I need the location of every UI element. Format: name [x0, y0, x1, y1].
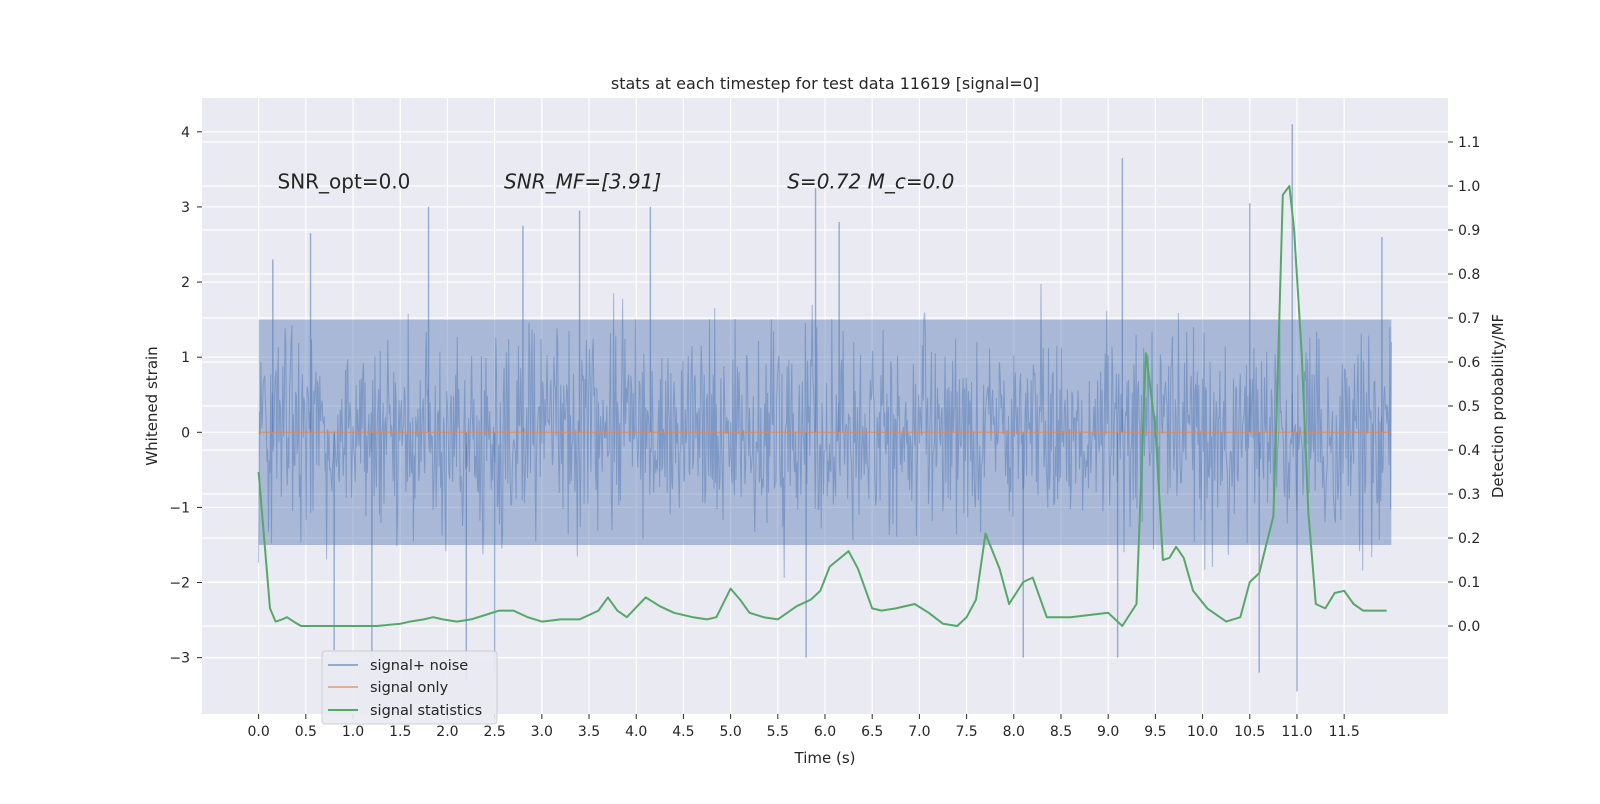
right-y-tick-label: 0.1 [1458, 575, 1480, 591]
left-y-tick-label: 1 [181, 350, 190, 366]
signal-plus-noise-line [258, 283, 1392, 579]
right-y-tick-label: 0.9 [1458, 223, 1480, 239]
x-tick-label: 9.0 [1097, 724, 1119, 740]
left-y-axis-ticks: −3 −2 −1 0 1 2 3 4 [169, 125, 202, 667]
left-y-axis-label: Whitened strain [143, 346, 161, 465]
left-y-tick-label: −1 [169, 500, 190, 516]
x-tick-label: 8.0 [1003, 724, 1025, 740]
right-y-tick-label: 0.8 [1458, 267, 1480, 283]
x-tick-label: 1.0 [342, 724, 364, 740]
x-tick-label: 10.0 [1187, 724, 1218, 740]
x-tick-label: 3.0 [531, 724, 553, 740]
right-y-tick-label: 0.0 [1458, 619, 1480, 635]
x-tick-label: 4.0 [625, 724, 647, 740]
x-tick-label: 8.5 [1050, 724, 1072, 740]
right-y-tick-label: 1.0 [1458, 179, 1480, 195]
left-y-tick-label: −2 [169, 576, 190, 592]
annotation-s-mc: S=0.72 M_c=0.0 [787, 170, 954, 194]
annotations: SNR_opt=0.0 SNR_MF=[3.91] S=0.72 M_c=0.0 [278, 170, 955, 194]
right-y-tick-label: 0.3 [1458, 487, 1480, 503]
signal-statistics-line [257, 185, 1387, 627]
legend-label-signal-plus-noise: signal+ noise [370, 658, 468, 674]
left-y-tick-label: 0 [181, 425, 190, 441]
left-y-tick-label: −3 [169, 651, 190, 667]
x-tick-label: 0.5 [295, 724, 317, 740]
x-tick-label: 6.0 [814, 724, 836, 740]
x-axis-ticks: 0.0 0.5 1.0 1.5 2.0 2.5 3.0 3.5 4.0 4.5 5.0 5.5 6.0 6… [248, 714, 1360, 740]
x-tick-label: 11.5 [1329, 724, 1360, 740]
x-tick-label: 1.5 [389, 724, 411, 740]
series-signal-statistics [257, 185, 1387, 627]
x-tick-label: 10.5 [1234, 724, 1265, 740]
legend: signal+ noise signal only signal statist… [321, 650, 498, 725]
x-tick-label: 7.5 [955, 724, 977, 740]
x-tick-label: 3.5 [578, 724, 600, 740]
x-tick-label: 11.0 [1281, 724, 1312, 740]
x-tick-label: 5.0 [719, 724, 741, 740]
x-tick-label: 0.0 [248, 724, 270, 740]
legend-label-signal-only: signal only [370, 680, 449, 696]
right-y-tick-label: 0.6 [1458, 355, 1480, 371]
right-y-axis-ticks: 0.0 0.1 0.2 0.3 0.4 0.5 0.6 0.7 0.8 0.9 1.0 1.1 [1448, 135, 1480, 635]
legend-label-signal-statistics: signal statistics [370, 703, 482, 719]
x-tick-label: 4.5 [672, 724, 694, 740]
x-tick-label: 7.0 [908, 724, 930, 740]
legend-frame [321, 650, 498, 725]
grid [202, 98, 1448, 714]
right-y-tick-label: 0.7 [1458, 311, 1480, 327]
x-tick-label: 9.5 [1144, 724, 1166, 740]
annotation-snr-opt: SNR_opt=0.0 [278, 170, 411, 194]
right-y-tick-label: 0.4 [1458, 443, 1480, 459]
left-y-tick-label: 2 [181, 275, 190, 291]
right-y-tick-label: 1.1 [1458, 135, 1480, 151]
left-y-tick-label: 3 [181, 200, 190, 216]
right-y-tick-label: 0.2 [1458, 531, 1480, 547]
left-y-tick-label: 4 [181, 125, 190, 141]
x-tick-label: 2.0 [436, 724, 458, 740]
chart-title: stats at each timestep for test data 116… [611, 74, 1039, 93]
x-tick-label: 6.5 [861, 724, 883, 740]
right-y-axis-label: Detection probability/MF [1489, 314, 1507, 498]
x-axis-label: Time (s) [794, 749, 856, 767]
x-tick-label: 2.5 [483, 724, 505, 740]
right-y-tick-label: 0.5 [1458, 399, 1480, 415]
x-tick-label: 5.5 [767, 724, 789, 740]
annotation-snr-mf: SNR_MF=[3.91] [504, 170, 661, 194]
